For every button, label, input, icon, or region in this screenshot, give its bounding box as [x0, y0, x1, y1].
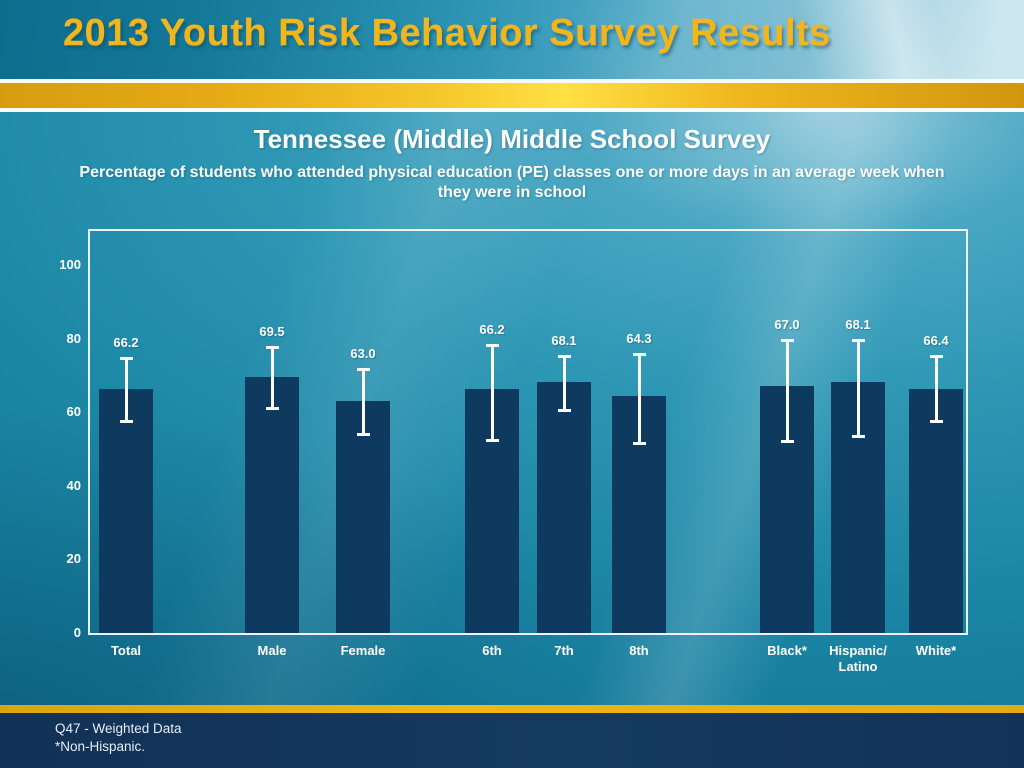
- value-label-male: 69.5: [259, 323, 285, 339]
- bar-total: [99, 389, 153, 633]
- error-cap-top: [851, 338, 865, 342]
- error-cap-top: [557, 355, 571, 359]
- y-tick-20: 20: [66, 551, 81, 567]
- y-tick-60: 60: [66, 404, 81, 420]
- slide-footer: Q47 - Weighted Data *Non-Hispanic.: [0, 713, 1024, 768]
- error-bar-male: [265, 345, 279, 411]
- error-bar-hispanic-latino: [851, 338, 865, 438]
- error-line: [785, 338, 789, 444]
- plot-area: 66.2 Total 69.5 Male 63.0 Female 66.2 6th 68.1 7t…: [59, 229, 968, 674]
- error-bar-8th: [632, 353, 646, 446]
- slide-title: 2013 Youth Risk Behavior Survey Results: [63, 12, 831, 54]
- y-tick-100: 100: [59, 257, 81, 272]
- y-tick-0: 0: [73, 625, 81, 640]
- x-label-white: White*: [915, 643, 957, 658]
- chart-subtitle: Percentage of students who attended phys…: [79, 164, 945, 201]
- value-label-total: 66.2: [113, 335, 139, 350]
- footnote-nonhispanic: *Non-Hispanic.: [55, 739, 146, 754]
- error-line: [856, 338, 860, 438]
- footnote-question: Q47 - Weighted Data: [55, 721, 182, 736]
- error-line: [562, 355, 566, 413]
- error-cap-bottom: [485, 438, 499, 442]
- error-cap-top: [119, 357, 133, 361]
- error-cap-top: [929, 355, 943, 359]
- error-line: [637, 353, 641, 446]
- gold-divider-bottom: [0, 705, 1024, 713]
- bar-7th: [537, 382, 591, 633]
- error-line: [361, 368, 365, 437]
- bar-male: [245, 377, 299, 633]
- error-cap-bottom: [356, 433, 370, 437]
- gold-divider-top: [0, 79, 1024, 112]
- error-cap-bottom: [780, 440, 794, 444]
- x-label-hispanic-latino: Hispanic/​Latino: [829, 643, 887, 674]
- error-cap-top: [780, 338, 794, 342]
- error-cap-bottom: [929, 420, 943, 424]
- error-line: [934, 355, 938, 424]
- error-bar-white: [929, 355, 943, 424]
- error-bar-6th: [485, 344, 499, 442]
- error-line: [490, 344, 494, 442]
- value-label-8th: 64.3: [626, 331, 652, 347]
- error-cap-bottom: [557, 409, 571, 413]
- error-line: [270, 345, 274, 411]
- error-cap-top: [632, 353, 646, 357]
- x-label-8th: 8th: [629, 643, 649, 658]
- light-beam-overlay: [0, 0, 1024, 79]
- x-label-male: Male: [257, 643, 287, 658]
- chart-title: Tennessee (Middle) Middle School Survey: [253, 124, 771, 154]
- error-cap-top: [265, 345, 279, 349]
- error-cap-bottom: [265, 407, 279, 411]
- x-label-total: Total: [110, 643, 142, 658]
- error-cap-top: [356, 368, 370, 372]
- error-bar-total: [119, 357, 133, 424]
- value-label-white: 66.4: [923, 333, 949, 349]
- header-band: 2013 Youth Risk Behavior Survey Results: [0, 0, 1024, 79]
- x-label-black: Black*: [767, 643, 807, 658]
- error-bar-black: [780, 338, 794, 444]
- value-label-female: 63.0: [350, 346, 376, 362]
- error-cap-top: [485, 344, 499, 348]
- y-tick-40: 40: [66, 477, 81, 493]
- y-tick-80: 80: [66, 330, 81, 346]
- x-label-female: Female: [340, 643, 386, 658]
- value-label-7th: 68.1: [551, 333, 577, 349]
- value-label-6th: 66.2: [479, 322, 505, 338]
- error-cap-bottom: [851, 434, 865, 438]
- value-label-black: 67.0: [774, 316, 800, 332]
- error-cap-bottom: [632, 442, 646, 446]
- bar-female: [336, 401, 390, 633]
- x-label-7th: 7th: [554, 643, 574, 658]
- value-label-hispanic-latino: 68.1: [845, 316, 871, 332]
- error-line: [124, 357, 128, 424]
- bar-white: [909, 388, 963, 633]
- error-bar-7th: [557, 355, 571, 413]
- error-cap-bottom: [119, 420, 133, 424]
- x-label-6th: 6th: [482, 643, 502, 658]
- error-bar-female: [356, 368, 370, 437]
